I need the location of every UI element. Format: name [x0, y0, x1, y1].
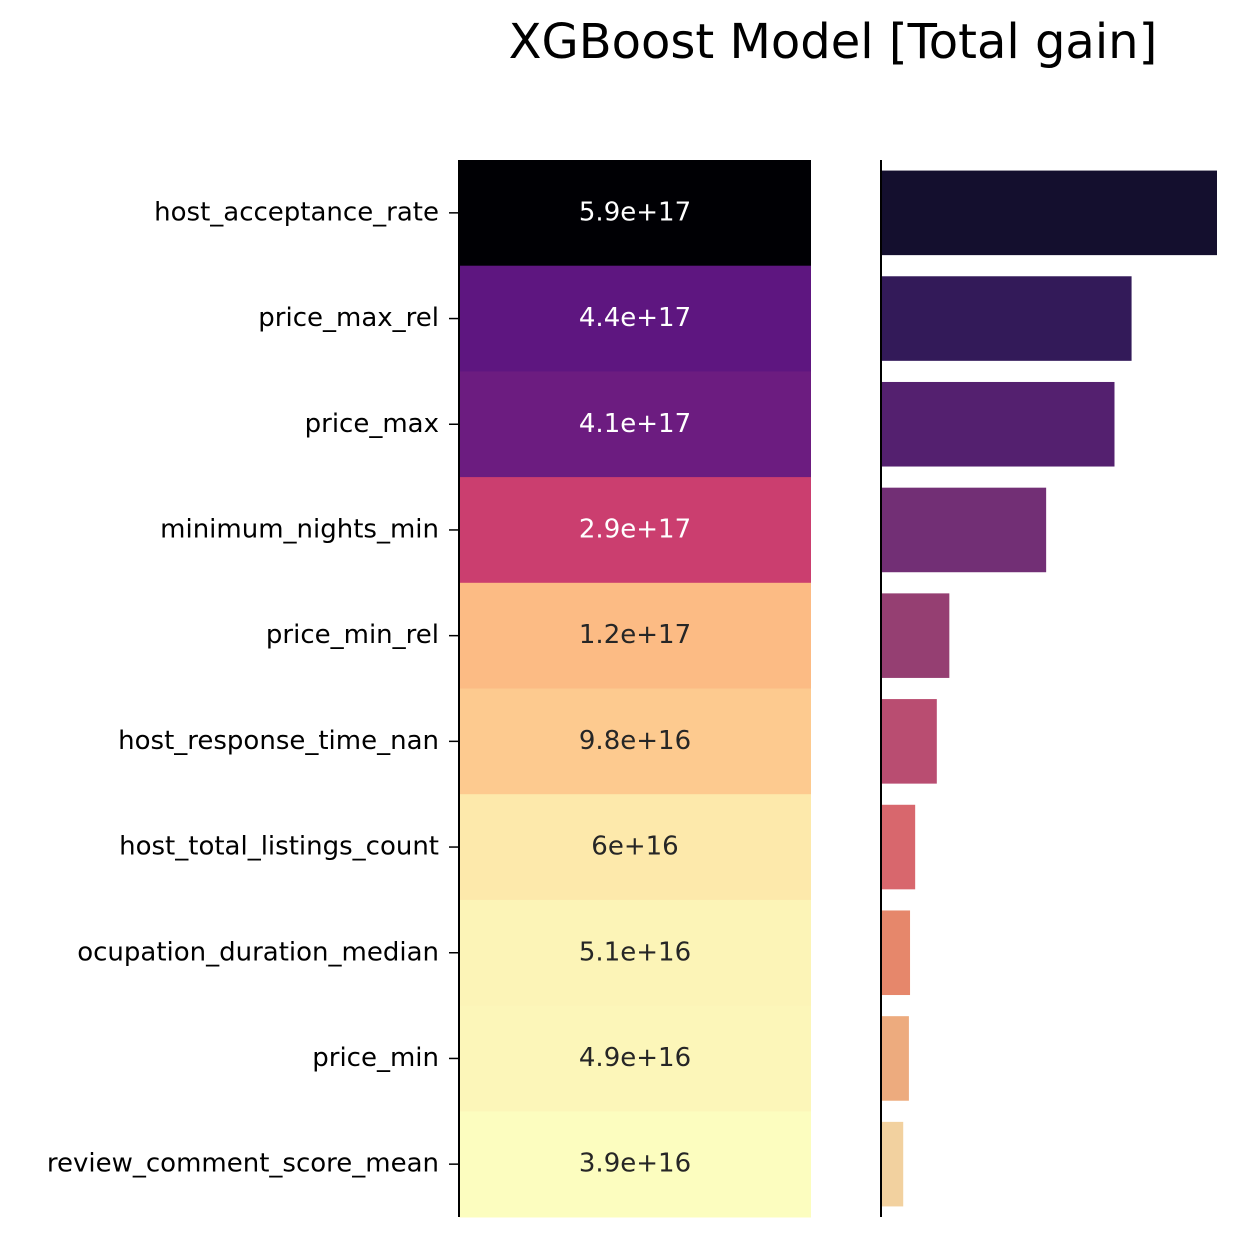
cell-label: 5.9e+17 — [579, 197, 691, 227]
heatmap-cell — [459, 477, 811, 584]
heatmap-cell — [459, 1005, 811, 1112]
cell-label: 6e+16 — [591, 832, 678, 862]
heatmap-cell — [459, 794, 811, 901]
heatmap-cell — [459, 160, 811, 267]
y-tick-label: price_min — [312, 1043, 439, 1073]
chart-title: XGBoost Model [Total gain] — [509, 14, 1158, 70]
cell-label: 4.4e+17 — [579, 303, 691, 333]
heatmap-cell — [459, 688, 811, 795]
bar — [881, 1016, 909, 1101]
y-tick-label: price_min_rel — [266, 620, 439, 650]
bar — [881, 910, 911, 996]
heatmap-cell — [459, 899, 811, 1007]
y-tick-label: host_total_listings_count — [119, 832, 439, 862]
cell-label: 3.9e+16 — [579, 1149, 691, 1179]
heatmap-cell — [459, 265, 811, 372]
y-tick-label: host_acceptance_rate — [154, 197, 439, 227]
heatmap-cell — [459, 1111, 811, 1218]
cell-label: 4.9e+16 — [579, 1043, 691, 1073]
cell-label: 5.1e+16 — [579, 937, 691, 967]
y-tick-label: review_comment_score_mean — [47, 1149, 439, 1179]
bar — [881, 487, 1047, 573]
bar — [881, 699, 937, 784]
y-tick-label: price_max — [305, 409, 439, 439]
bar — [881, 170, 1217, 256]
bar — [881, 804, 916, 890]
cell-label: 2.9e+17 — [579, 514, 691, 544]
y-tick-label: price_max_rel — [258, 303, 439, 333]
heatmap-cell — [459, 582, 811, 689]
y-tick-label: minimum_nights_min — [160, 514, 439, 544]
bar — [881, 1121, 904, 1207]
bar — [881, 276, 1132, 361]
bar — [881, 593, 950, 678]
y-tick-label: ocupation_duration_median — [77, 937, 439, 967]
cell-label: 4.1e+17 — [579, 409, 691, 439]
cell-label: 9.8e+16 — [579, 726, 691, 756]
cell-label: 1.2e+17 — [579, 620, 691, 650]
heatmap-cell — [459, 371, 811, 478]
y-tick-label: host_response_time_nan — [118, 726, 439, 756]
bar — [881, 381, 1115, 467]
